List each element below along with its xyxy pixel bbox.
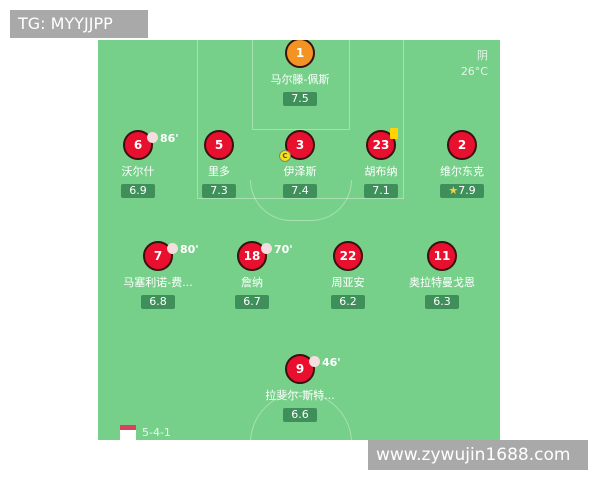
player-name: 胡布纳 — [364, 165, 398, 178]
player-rating: 7.5 — [283, 92, 317, 106]
goal-box — [252, 40, 350, 130]
player-number-badge: 22 — [333, 241, 363, 271]
player-number-badge: 7 80' — [143, 241, 199, 271]
player-name: 马塞利诺-费... — [123, 276, 193, 289]
substitution-icon — [309, 356, 320, 367]
player-9[interactable]: 9 46' 拉斐尔-斯特... 6.6 — [245, 354, 355, 422]
player-23[interactable]: 23 胡布纳 7.1 — [326, 128, 436, 198]
player-name: 周亚安 — [331, 276, 365, 289]
player-rating: 7.4 — [283, 184, 317, 198]
substitution-icon — [167, 243, 178, 254]
player-rating: 6.2 — [331, 295, 365, 309]
player-2[interactable]: 2 维尔东克 ★7.9 — [407, 130, 500, 198]
player-name: 詹纳 — [241, 276, 263, 289]
yellow-card-icon — [390, 128, 398, 139]
player-number-badge: 23 — [366, 128, 398, 160]
substitution-icon — [147, 132, 158, 143]
player-5[interactable]: 5 里多 7.3 — [164, 130, 274, 198]
player-name: 维尔东克 — [440, 165, 484, 178]
penalty-box — [197, 40, 404, 199]
player-rating: 6.9 — [121, 184, 155, 198]
player-name: 奥拉特曼戈恩 — [409, 276, 475, 289]
watermark-top: TG: MYYJJPP — [10, 10, 148, 38]
player-number-badge: 5 — [204, 130, 234, 160]
player-18[interactable]: 18 70' 詹纳 6.7 — [197, 241, 307, 309]
player-number-badge: 9 46' — [285, 354, 341, 384]
player-name: 伊泽斯 — [283, 165, 317, 178]
player-rating: 6.7 — [235, 295, 269, 309]
watermark-bottom: www.zywujin1688.com — [368, 440, 588, 470]
player-number-badge: 11 — [427, 241, 457, 271]
player-rating: 6.6 — [283, 408, 317, 422]
pitch: 阴 26°C 5-4-1 1 马尔滕-佩斯 7.5 6 86' 沃尔什 6.9 5 里多 7.3 3… — [98, 40, 500, 440]
substitution-indicator: 80' — [167, 237, 199, 263]
player-number-badge: 1 — [285, 40, 315, 68]
formation-label: 5-4-1 — [142, 426, 171, 439]
player-name: 沃尔什 — [121, 165, 155, 178]
player-3[interactable]: 3 C 伊泽斯 7.4 — [245, 130, 355, 198]
player-rating: 6.8 — [141, 295, 175, 309]
weather-condition: 阴 — [477, 49, 488, 62]
star-icon: ★ — [448, 184, 459, 197]
substitution-indicator: 70' — [261, 237, 293, 263]
weather-temperature: 26°C — [460, 65, 488, 78]
player-name: 拉斐尔-斯特... — [265, 389, 335, 402]
player-6[interactable]: 6 86' 沃尔什 6.9 — [98, 130, 193, 198]
player-name: 里多 — [208, 165, 230, 178]
player-rating: 7.1 — [364, 184, 398, 198]
player-1[interactable]: 1 马尔滕-佩斯 7.5 — [245, 40, 355, 106]
substitution-icon — [261, 243, 272, 254]
team-flag-icon — [120, 425, 136, 440]
player-rating: 6.3 — [425, 295, 459, 309]
player-22[interactable]: 22 周亚安 6.2 — [293, 241, 403, 309]
player-rating: 7.3 — [202, 184, 236, 198]
player-number-badge: 2 — [447, 130, 477, 160]
player-11[interactable]: 11 奥拉特曼戈恩 6.3 — [387, 241, 497, 309]
substitution-indicator: 46' — [309, 350, 341, 376]
player-7[interactable]: 7 80' 马塞利诺-费... 6.8 — [103, 241, 213, 309]
player-name: 马尔滕-佩斯 — [270, 73, 330, 86]
captain-icon: C — [279, 150, 291, 162]
player-rating: ★7.9 — [440, 184, 484, 198]
player-number-badge: 6 86' — [123, 130, 179, 160]
player-number-badge: 18 70' — [237, 241, 293, 271]
substitution-indicator: 86' — [147, 126, 179, 152]
